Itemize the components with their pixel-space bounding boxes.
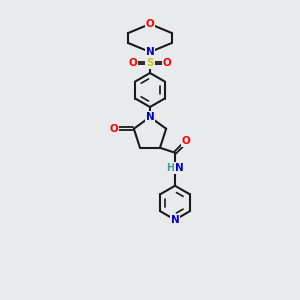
Text: S: S [146, 58, 154, 68]
Text: O: O [110, 124, 118, 134]
Text: O: O [146, 19, 154, 29]
Text: N: N [175, 163, 183, 173]
Text: N: N [171, 215, 179, 225]
Text: N: N [146, 112, 154, 122]
Text: O: O [182, 136, 190, 146]
Text: H: H [166, 163, 174, 173]
Text: O: O [129, 58, 137, 68]
Text: N: N [146, 47, 154, 57]
Text: O: O [163, 58, 171, 68]
